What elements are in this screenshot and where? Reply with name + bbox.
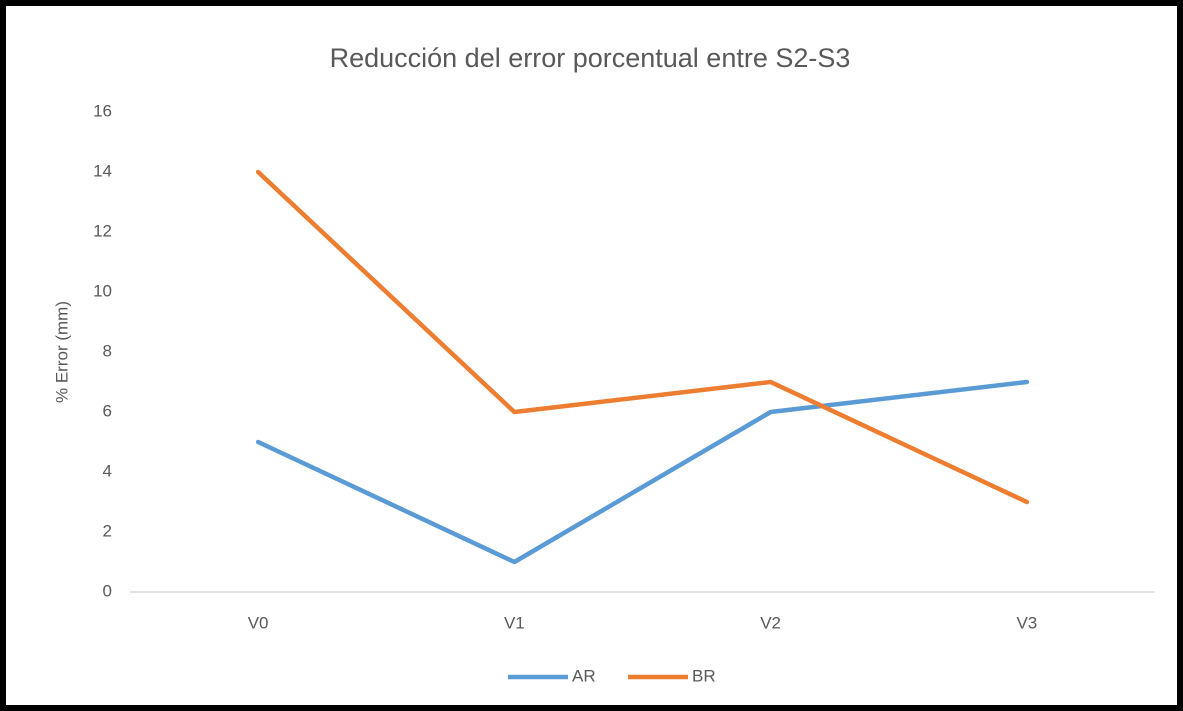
legend-label: BR	[692, 666, 716, 685]
y-tick-label: 8	[103, 341, 112, 360]
data-line	[255, 169, 1030, 505]
y-tick-label: 10	[93, 281, 112, 300]
y-tick-label: 6	[103, 401, 112, 420]
y-axis-label: % Error (mm)	[52, 301, 71, 403]
x-tick-label: V1	[504, 613, 525, 632]
y-tick-label: 16	[93, 101, 112, 120]
y-tick-label: 14	[93, 161, 112, 180]
x-tick-label: V0	[248, 613, 269, 632]
y-tick-label: 0	[103, 581, 112, 600]
y-tick-label: 2	[103, 521, 112, 540]
chart-title: Reducción del error porcentual entre S2-…	[330, 43, 851, 73]
legend-label: AR	[572, 666, 596, 685]
x-tick-label: V3	[1016, 613, 1037, 632]
x-tick-label: V2	[760, 613, 781, 632]
data-line	[255, 379, 1030, 565]
y-tick-label: 4	[103, 461, 112, 480]
y-tick-label: 12	[93, 221, 112, 240]
